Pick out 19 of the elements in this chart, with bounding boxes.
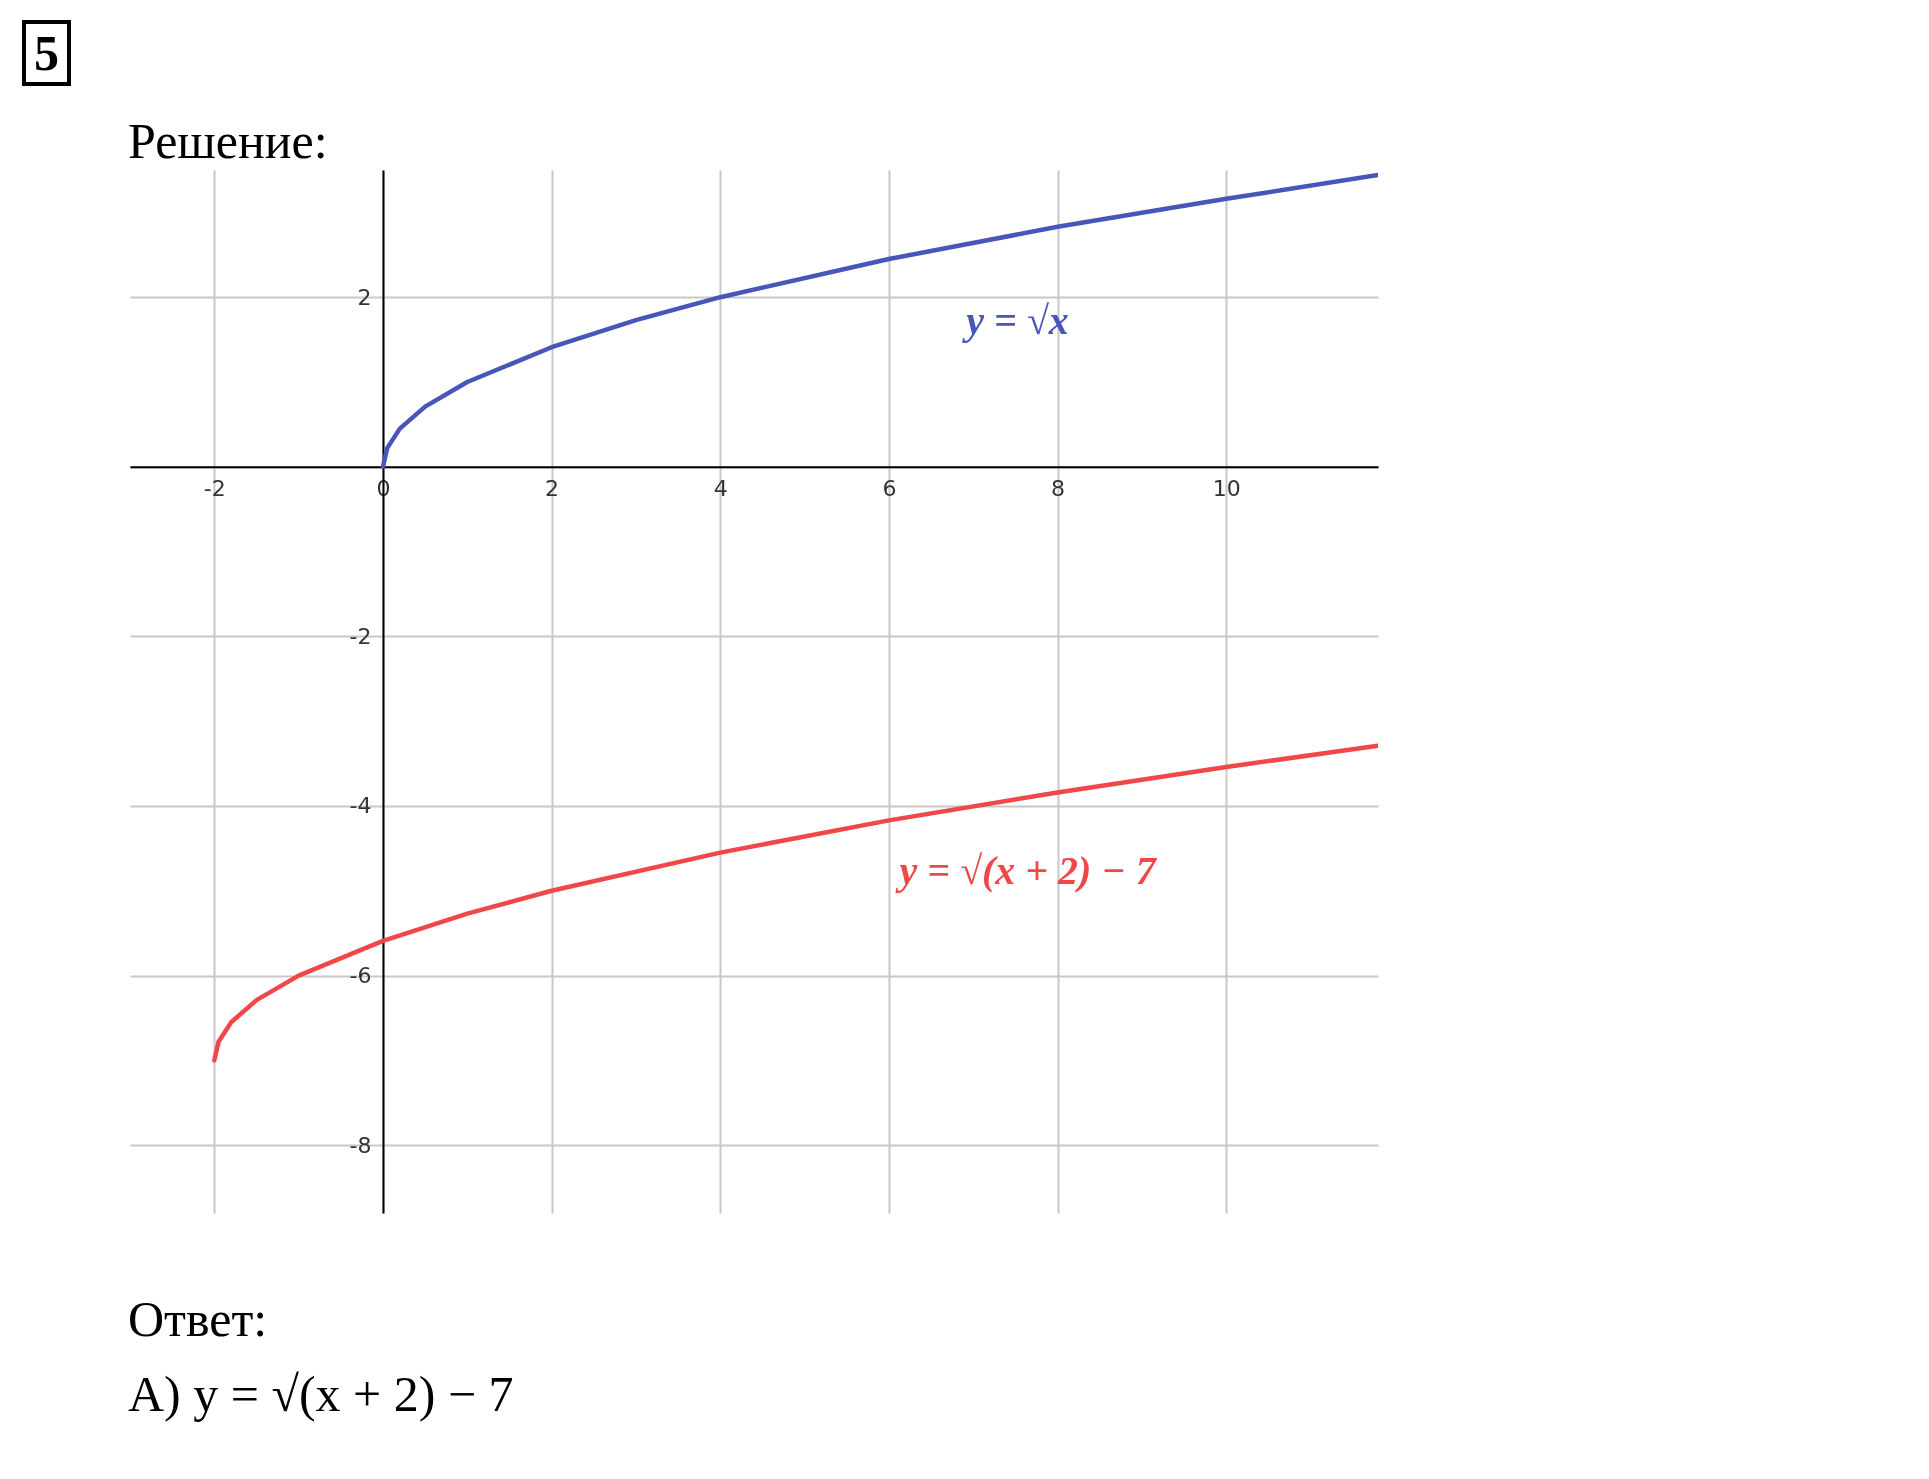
text: А) y = √(x + 2) − 7 bbox=[128, 1365, 514, 1423]
y-tick-label: 2 bbox=[357, 284, 372, 310]
y-tick-label: -2 bbox=[349, 623, 372, 649]
x-tick-label: 6 bbox=[882, 476, 897, 502]
x-tick-label: 8 bbox=[1051, 476, 1066, 502]
x-tick-label: -2 bbox=[203, 476, 226, 502]
x-tick-label: 2 bbox=[545, 476, 560, 502]
y-tick-label: -6 bbox=[349, 963, 372, 989]
series-label: y = √(x + 2) − 7 bbox=[895, 848, 1158, 894]
x-tick-label: 4 bbox=[713, 476, 728, 502]
text: Решение: bbox=[128, 112, 328, 170]
y-tick-label: -4 bbox=[349, 793, 372, 819]
series-label: y = √x bbox=[962, 297, 1069, 343]
line-series bbox=[380, 172, 1378, 470]
text: Ответ: bbox=[128, 1290, 268, 1348]
chart-title: 5 bbox=[22, 20, 71, 86]
line-series bbox=[212, 743, 1378, 1063]
x-tick-label: 10 bbox=[1212, 476, 1241, 502]
y-tick-label: -8 bbox=[349, 1132, 372, 1158]
